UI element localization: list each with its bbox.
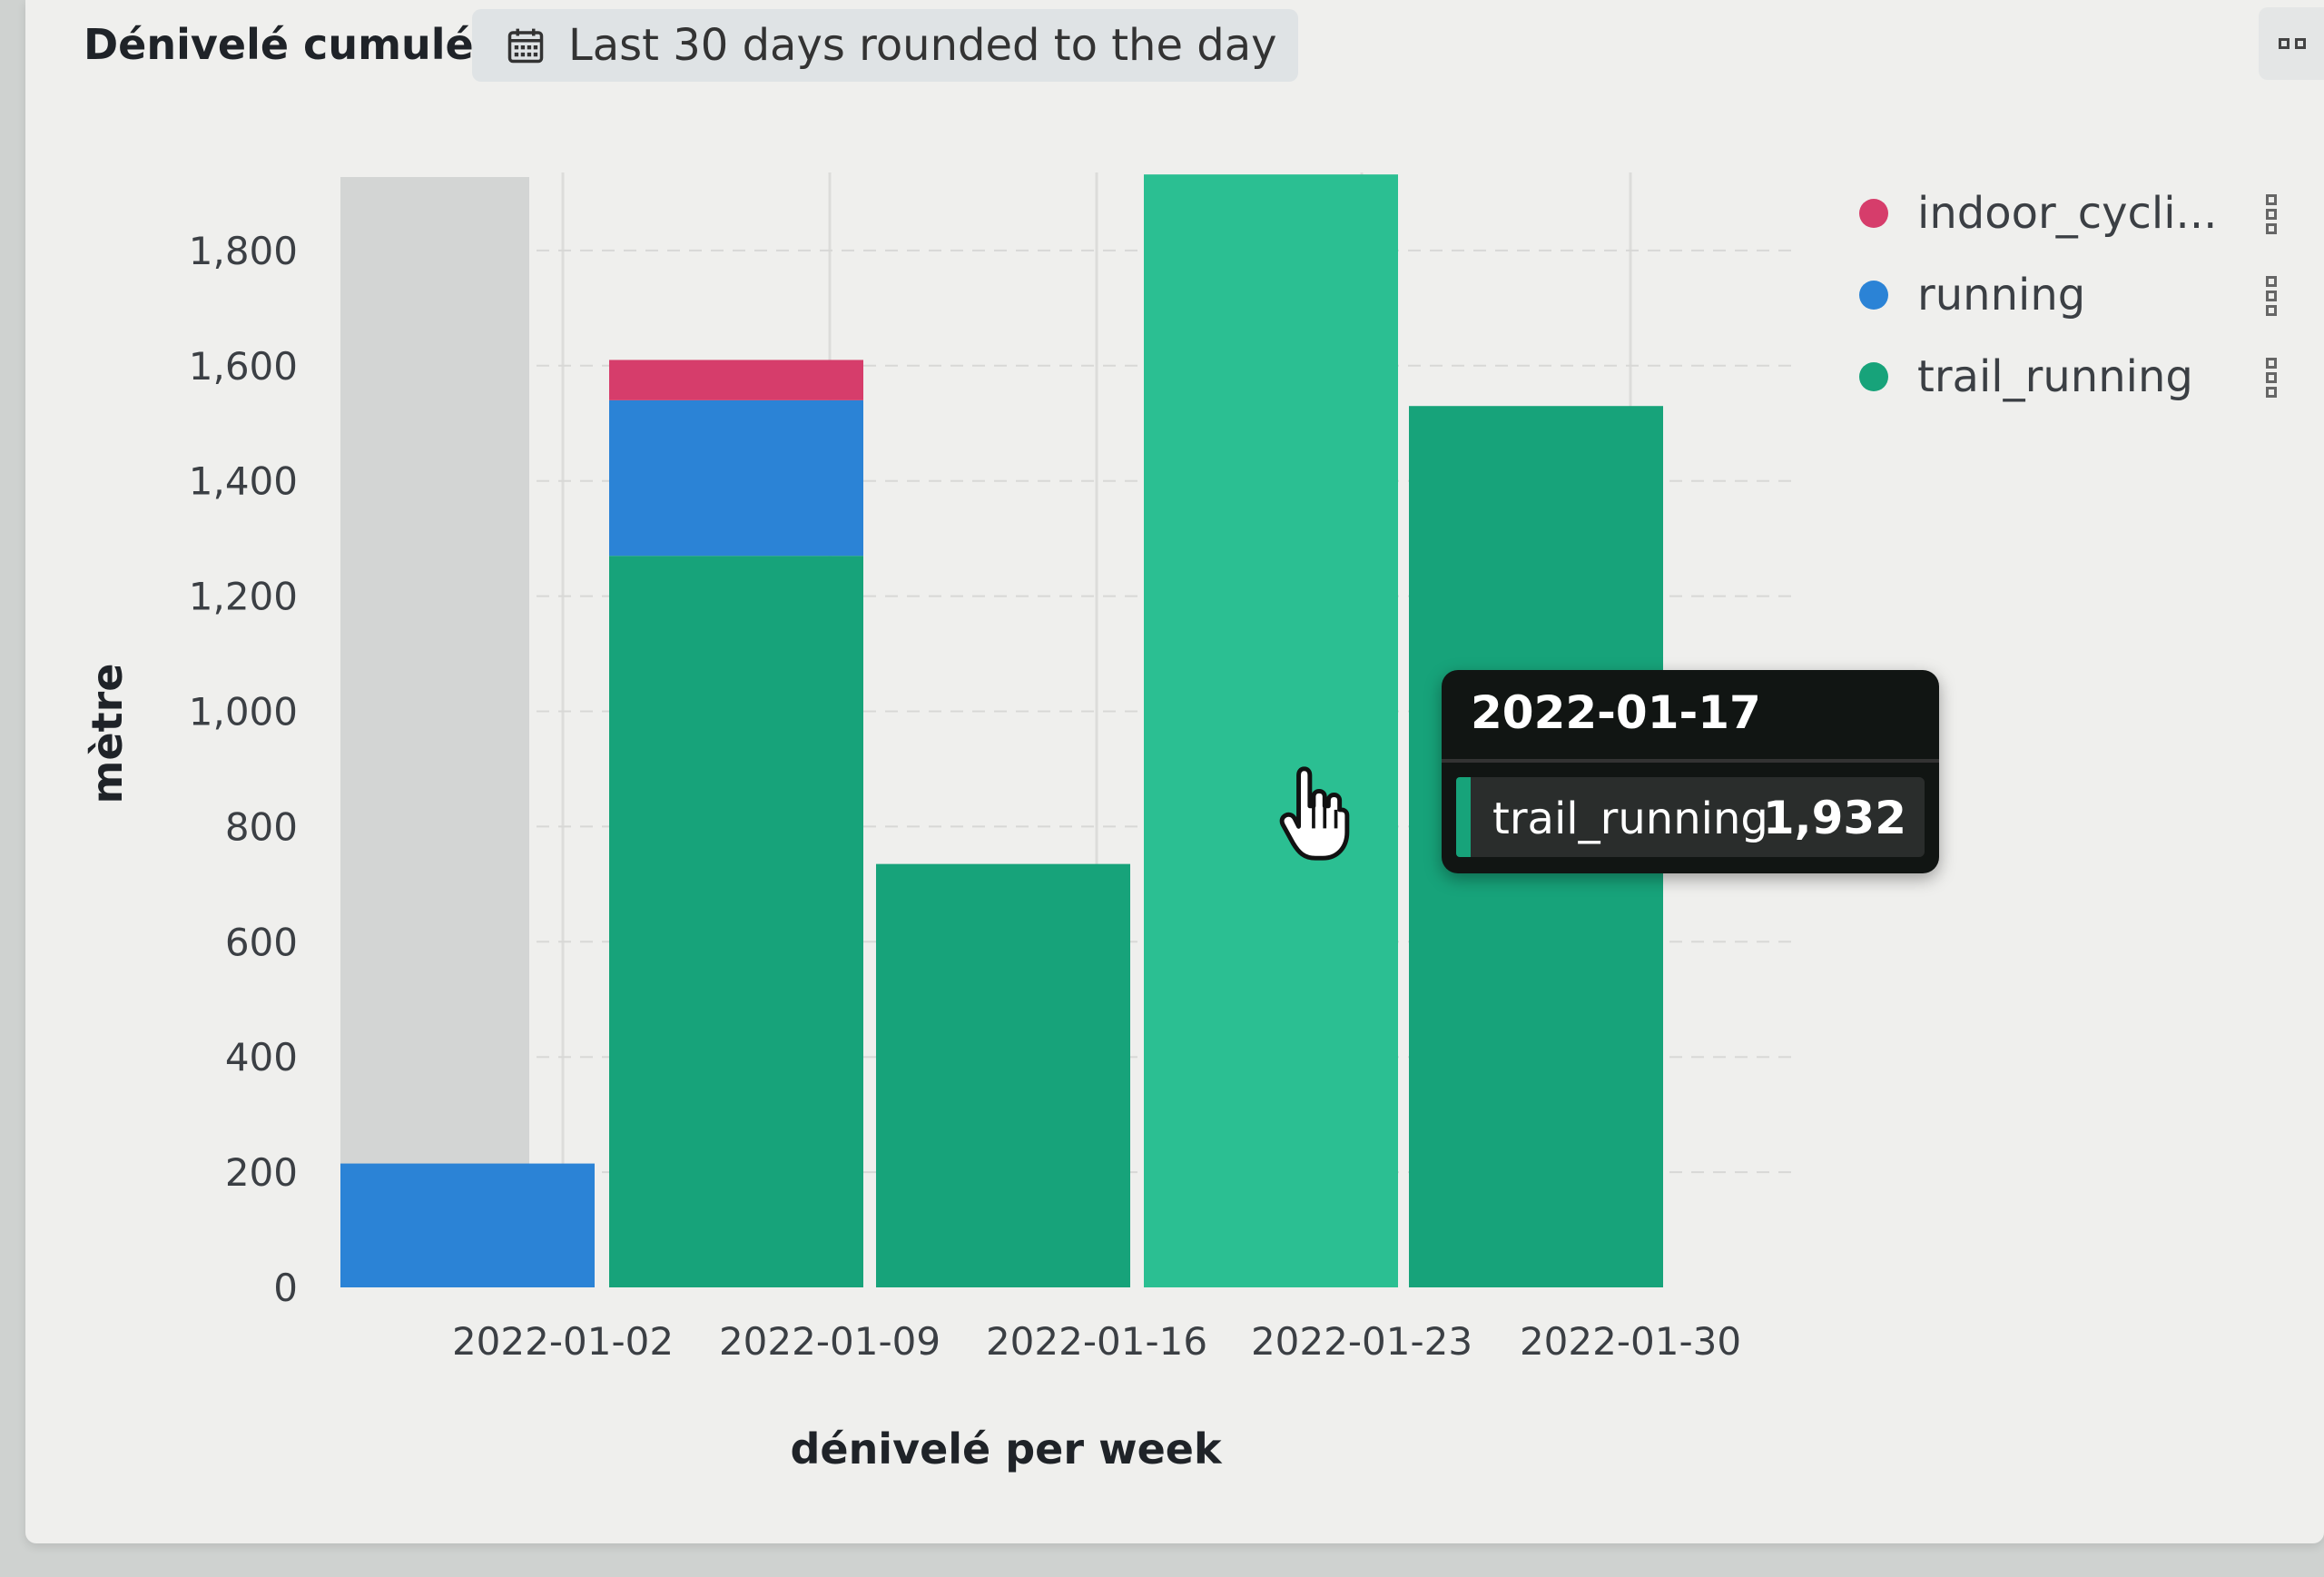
y-tick-label: 1,400 bbox=[189, 459, 298, 504]
bar-running-2022-12-27[interactable] bbox=[340, 1163, 595, 1287]
legend-actions-icon[interactable] bbox=[2266, 358, 2280, 403]
tooltip-divider bbox=[1442, 759, 1939, 763]
y-tick-label: 400 bbox=[225, 1035, 298, 1079]
bar-trail_running-2022-01-10[interactable] bbox=[876, 863, 1130, 1287]
legend-color-dot bbox=[1859, 281, 1888, 310]
options-icon bbox=[2279, 38, 2290, 49]
x-tick-label: 2022-01-23 bbox=[1251, 1319, 1472, 1364]
tooltip-color-swatch bbox=[1456, 777, 1471, 857]
y-tick-label: 1,200 bbox=[189, 575, 298, 619]
tooltip-series-name: trail_running bbox=[1492, 793, 1768, 844]
pointer-hand-icon bbox=[1279, 766, 1350, 861]
bar-trail_running-2022-01-17[interactable] bbox=[1144, 174, 1398, 1287]
chart-tooltip: 2022-01-17 trail_running 1,932 bbox=[1442, 670, 1939, 873]
x-tick-label: 2022-01-16 bbox=[986, 1319, 1207, 1364]
time-range-badge[interactable]: Last 30 days rounded to the day bbox=[472, 9, 1298, 82]
y-tick-label: 600 bbox=[225, 920, 298, 964]
y-tick-label: 0 bbox=[273, 1266, 298, 1310]
legend-item-running[interactable]: running bbox=[1852, 254, 2315, 336]
legend-color-dot bbox=[1859, 362, 1888, 391]
y-tick-label: 1,800 bbox=[189, 229, 298, 273]
legend-actions-icon[interactable] bbox=[2266, 194, 2280, 240]
bar-trail_running-2022-01-03[interactable] bbox=[609, 556, 863, 1287]
y-tick-label: 200 bbox=[225, 1150, 298, 1195]
time-range-label: Last 30 days rounded to the day bbox=[568, 20, 1277, 71]
y-tick-label: 1,600 bbox=[189, 344, 298, 389]
y-axis-label: mètre bbox=[83, 663, 132, 803]
y-tick-label: 1,000 bbox=[189, 690, 298, 734]
x-tick-label: 2022-01-09 bbox=[719, 1319, 940, 1364]
options-icon bbox=[2295, 38, 2306, 49]
x-tick-label: 2022-01-30 bbox=[1520, 1319, 1741, 1364]
tooltip-series-value: 1,932 bbox=[1762, 792, 1906, 844]
x-axis-label: dénivelé per week bbox=[790, 1424, 1223, 1474]
panel-options-button[interactable] bbox=[2259, 7, 2324, 80]
calendar-icon bbox=[507, 28, 544, 64]
panel-title: Dénivelé cumulé bbox=[84, 20, 474, 69]
legend-item-indoor-cycling[interactable]: indoor_cycli... bbox=[1852, 172, 2315, 254]
bar-running-2022-01-03[interactable] bbox=[609, 399, 863, 557]
bar-indoor_cycli-2022-01-03[interactable] bbox=[609, 360, 863, 400]
legend-label: running bbox=[1917, 270, 2086, 320]
legend-label: indoor_cycli... bbox=[1917, 188, 2218, 239]
legend-label: trail_running bbox=[1917, 351, 2193, 402]
x-tick-label: 2022-01-02 bbox=[452, 1319, 674, 1364]
y-tick-label: 800 bbox=[225, 804, 298, 849]
tooltip-date: 2022-01-17 bbox=[1471, 686, 1761, 739]
legend: indoor_cycli... running trail_running bbox=[1852, 172, 2315, 418]
legend-item-trail-running[interactable]: trail_running bbox=[1852, 336, 2315, 418]
legend-color-dot bbox=[1859, 199, 1888, 228]
hover-band bbox=[340, 177, 529, 1287]
tooltip-row: trail_running 1,932 bbox=[1456, 777, 1925, 857]
legend-actions-icon[interactable] bbox=[2266, 276, 2280, 321]
